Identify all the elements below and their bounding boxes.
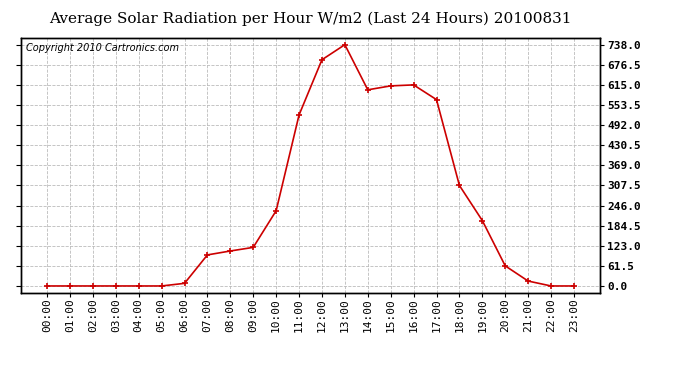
Text: Copyright 2010 Cartronics.com: Copyright 2010 Cartronics.com: [26, 43, 179, 52]
Text: Average Solar Radiation per Hour W/m2 (Last 24 Hours) 20100831: Average Solar Radiation per Hour W/m2 (L…: [49, 11, 572, 26]
